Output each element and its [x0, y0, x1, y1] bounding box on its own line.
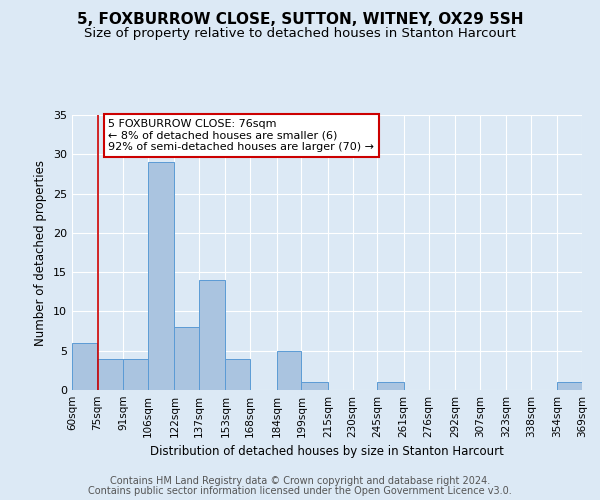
Bar — [301, 382, 328, 390]
Bar — [226, 358, 250, 390]
Text: 5, FOXBURROW CLOSE, SUTTON, WITNEY, OX29 5SH: 5, FOXBURROW CLOSE, SUTTON, WITNEY, OX29… — [77, 12, 523, 28]
Bar — [377, 382, 404, 390]
Bar — [97, 358, 123, 390]
Bar — [148, 162, 175, 390]
Bar — [175, 327, 199, 390]
Text: Contains HM Land Registry data © Crown copyright and database right 2024.: Contains HM Land Registry data © Crown c… — [110, 476, 490, 486]
X-axis label: Distribution of detached houses by size in Stanton Harcourt: Distribution of detached houses by size … — [150, 446, 504, 458]
Bar — [557, 382, 582, 390]
Bar — [72, 343, 97, 390]
Text: 5 FOXBURROW CLOSE: 76sqm
← 8% of detached houses are smaller (6)
92% of semi-det: 5 FOXBURROW CLOSE: 76sqm ← 8% of detache… — [109, 119, 374, 152]
Text: Size of property relative to detached houses in Stanton Harcourt: Size of property relative to detached ho… — [84, 28, 516, 40]
Text: Contains public sector information licensed under the Open Government Licence v3: Contains public sector information licen… — [88, 486, 512, 496]
Bar — [199, 280, 226, 390]
Bar — [277, 350, 301, 390]
Y-axis label: Number of detached properties: Number of detached properties — [34, 160, 47, 346]
Bar — [123, 358, 148, 390]
